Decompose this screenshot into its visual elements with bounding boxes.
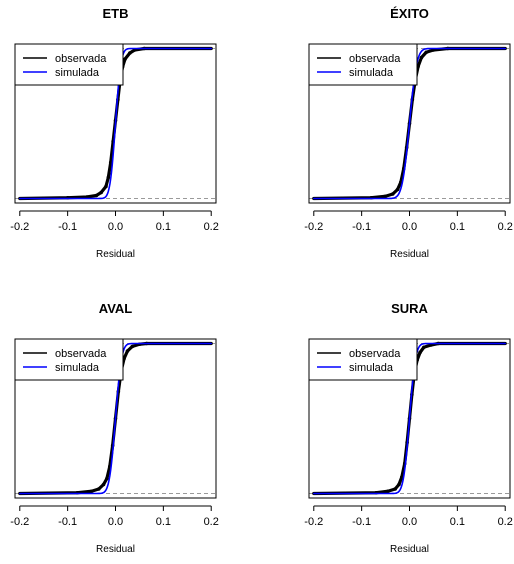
series-point [397, 482, 401, 487]
x-tick-label: 0.0 [108, 516, 123, 528]
x-tick-label: -0.2 [304, 516, 323, 528]
x-tick-label: -0.1 [58, 516, 77, 528]
series-point [104, 184, 108, 189]
x-tick-label: 0.0 [108, 221, 123, 233]
series-point [419, 55, 424, 60]
legend-label-observada: observada [349, 348, 401, 360]
legend: observada simulada [308, 43, 418, 86]
legend: observada simulada [14, 338, 124, 381]
x-axis-label: Residual [390, 249, 429, 260]
legend-box [14, 43, 124, 86]
legend-label-observada: observada [55, 53, 107, 65]
series-point [393, 487, 397, 491]
legend-label-simulada: simulada [349, 362, 394, 374]
x-axis-label: Residual [390, 544, 429, 555]
legend-label-observada: observada [349, 53, 401, 65]
x-tick-label: -0.2 [304, 221, 323, 233]
series-point [386, 489, 390, 494]
series-point [89, 489, 94, 494]
x-tick-label: 0.2 [498, 221, 513, 233]
chart-title: SURA [391, 301, 428, 316]
x-tick-label: -0.1 [352, 516, 371, 528]
series-point [94, 193, 99, 198]
x-tick-label: -0.1 [352, 221, 371, 233]
x-tick-label: 0.1 [156, 516, 171, 528]
x-axis-label: Residual [96, 249, 135, 260]
panel-3: SURA -0.2 -0.1 0.0 0.1 0.2 Residual observada si… [304, 301, 513, 555]
legend-label-simulada: simulada [349, 67, 394, 79]
panel-1: ÉXITO -0.2 -0.1 0.0 0.1 0.2 Residual observada s… [304, 6, 513, 260]
x-tick-label: 0.1 [450, 221, 465, 233]
x-tick-label: 0.1 [156, 221, 171, 233]
x-tick-label: -0.2 [10, 516, 29, 528]
x-tick-label: 0.1 [450, 516, 465, 528]
x-tick-label: -0.1 [58, 221, 77, 233]
series-point [123, 57, 127, 61]
chart-title: ETB [103, 6, 129, 21]
panel-0: ETB -0.2 -0.1 0.0 0.1 0.2 Residual observada sim… [10, 6, 219, 260]
x-tick-label: 0.2 [204, 221, 219, 233]
chart-title: AVAL [99, 301, 133, 316]
legend-box [308, 338, 418, 381]
series-line-simulada [18, 47, 213, 200]
series-line-simulada [18, 342, 213, 495]
legend-box [308, 43, 418, 86]
x-tick-label: 0.0 [402, 516, 417, 528]
series-line-simulada [312, 342, 507, 495]
legend-label-observada: observada [55, 348, 107, 360]
series-point [96, 487, 101, 491]
series-point [422, 345, 426, 350]
panel-2: AVAL -0.2 -0.1 0.0 0.1 0.2 Residual observada si… [10, 301, 219, 555]
x-tick-label: 0.2 [204, 516, 219, 528]
series-point [125, 349, 130, 353]
legend: observada simulada [308, 338, 418, 381]
x-tick-label: -0.2 [10, 221, 29, 233]
series-point [106, 175, 111, 180]
series-point [395, 187, 400, 192]
series-point [101, 482, 106, 487]
x-axis-label: Residual [96, 544, 135, 555]
series-line-simulada [312, 47, 507, 200]
series-point [418, 350, 422, 355]
series-point [99, 190, 103, 195]
legend-box [14, 338, 124, 381]
legend-label-simulada: simulada [55, 67, 100, 79]
series-point [424, 50, 429, 55]
x-tick-label: 0.0 [402, 221, 417, 233]
legend-label-simulada: simulada [55, 362, 100, 374]
series-point [130, 344, 135, 349]
series-point [390, 192, 395, 196]
legend: observada simulada [14, 43, 124, 86]
series-point [105, 476, 109, 481]
x-tick-label: 0.2 [498, 516, 513, 528]
chart-title: ÉXITO [390, 6, 429, 21]
series-point [383, 194, 388, 199]
series-point [128, 51, 132, 55]
